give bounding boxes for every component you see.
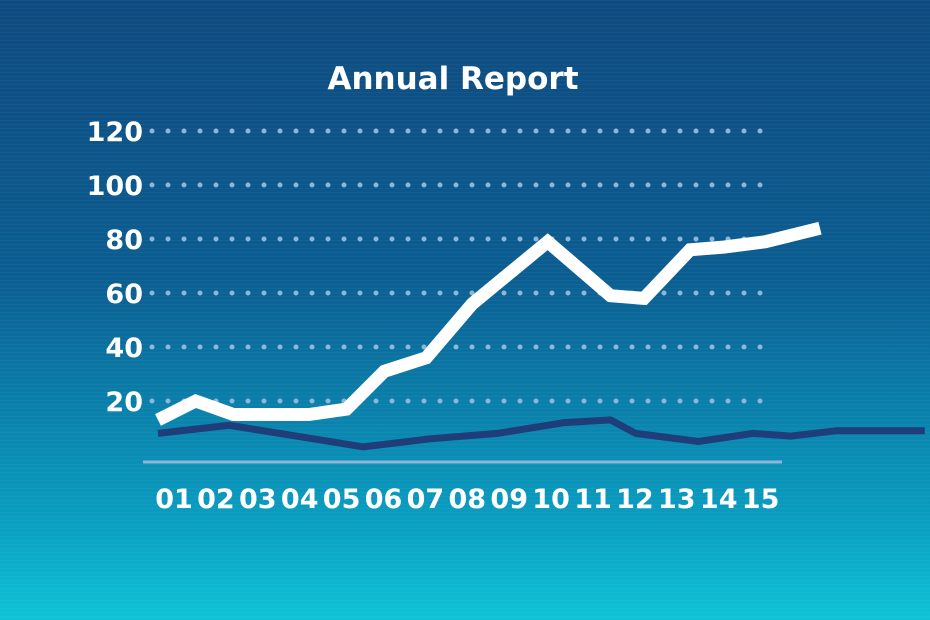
x-tick-label: 13 bbox=[658, 484, 696, 515]
y-axis: 120 100 80 60 40 20 bbox=[87, 117, 143, 418]
x-tick-label: 06 bbox=[365, 484, 403, 515]
x-tick-label: 15 bbox=[742, 484, 780, 515]
x-tick-label: 01 bbox=[155, 484, 193, 515]
series-line-secondary bbox=[157, 416, 925, 451]
series-layer bbox=[155, 221, 925, 451]
x-tick-label: 09 bbox=[490, 484, 528, 515]
x-tick-label: 07 bbox=[407, 484, 445, 515]
x-axis: 01 02 03 04 05 06 07 08 09 10 11 12 13 14 15 bbox=[155, 484, 779, 515]
y-tick-label: 80 bbox=[105, 225, 143, 256]
y-tick-label: 20 bbox=[105, 387, 143, 418]
x-tick-label: 14 bbox=[700, 484, 738, 515]
x-tick-label: 02 bbox=[197, 484, 235, 515]
x-tick-label: 03 bbox=[239, 484, 277, 515]
x-tick-label: 04 bbox=[281, 484, 319, 515]
y-tick-label: 40 bbox=[105, 333, 143, 364]
x-tick-label: 08 bbox=[449, 484, 487, 515]
y-tick-label: 120 bbox=[87, 117, 143, 148]
x-tick-label: 10 bbox=[532, 484, 570, 515]
x-tick-label: 12 bbox=[616, 484, 654, 515]
series-line-primary bbox=[155, 221, 822, 426]
chart-title: Annual Report bbox=[327, 61, 578, 97]
x-tick-label: 05 bbox=[323, 484, 361, 515]
x-tick-label: 11 bbox=[574, 484, 612, 515]
y-tick-label: 60 bbox=[105, 279, 143, 310]
y-tick-label: 100 bbox=[87, 171, 143, 202]
